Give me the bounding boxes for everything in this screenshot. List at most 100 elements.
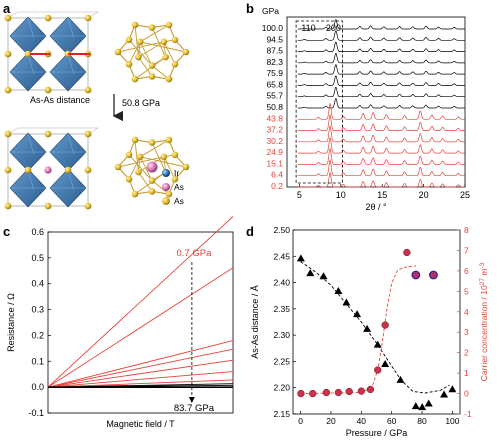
resistance-line-4 (47, 359, 234, 388)
pressure-label: 24.9 (266, 147, 283, 157)
crystal-structures (4, 11, 190, 210)
distance-point (342, 298, 351, 306)
panel-c-label: c (3, 224, 10, 239)
xrd-chart: 5 10 15 20 25 2θ / ° 100.094.5 87.582.375.965.8… (262, 16, 470, 212)
legend-as-pink-dot (162, 183, 170, 191)
carrier-point-purple (411, 270, 421, 280)
y-tick-label: 0.3 (31, 305, 44, 315)
as-atom (84, 202, 92, 210)
as-atom (136, 38, 144, 46)
y-left-tick-label: 2.45 (273, 251, 290, 261)
as-atom (24, 50, 32, 58)
carrier-point (345, 387, 353, 396)
as-atom (171, 36, 179, 44)
as-atom (84, 166, 92, 174)
x-axis-label: Pressure / GPa (346, 428, 408, 438)
y-right-axis-label: Carrier concentration / 1027 m-3 (479, 262, 489, 381)
cluster-bond (139, 139, 170, 158)
as-atom (160, 153, 168, 161)
cluster-bond (140, 41, 187, 53)
cluster-bond (151, 65, 170, 80)
y-right-tick-label: 1 (464, 368, 469, 378)
as-atom (114, 48, 122, 56)
as-atom (44, 130, 52, 138)
cluster-bond (138, 41, 165, 58)
y-left-tick-label: 2.25 (273, 356, 290, 366)
cluster-bond (117, 156, 164, 168)
y-left-tick-label: 2.30 (273, 330, 290, 340)
as-atom (171, 175, 179, 183)
as-atom (148, 73, 156, 80)
resistance-line-6 (47, 379, 234, 388)
distance-point (373, 340, 382, 348)
y-right-tick-label: 0 (464, 389, 469, 399)
x-tick-label: 0 (298, 416, 303, 426)
y-tick-label: 0.6 (31, 227, 44, 237)
resistance-line-2 (47, 340, 234, 388)
distance-point (424, 399, 433, 407)
y-tick-label: 0.0 (31, 382, 44, 392)
resistance-chart: -0.1 0.0 0.1 0.2 0.3 0.4 0.5 0.6 Resistance / Ω M… (6, 216, 234, 429)
cluster-bond (138, 56, 153, 77)
cluster-bond (139, 156, 153, 181)
as-atom (131, 21, 139, 29)
as-atom (171, 151, 179, 159)
panel-d-label: d (246, 224, 254, 239)
xrd-pattern-82.3 (297, 52, 465, 64)
pressure-label: 55.7 (266, 91, 283, 101)
as-atom (165, 75, 173, 83)
y-left-tick-label: 2.15 (273, 409, 290, 419)
pressure-label: 6.4 (271, 170, 283, 180)
carrier-point-purple (429, 270, 438, 280)
as-atom (84, 86, 92, 94)
as-atom (125, 60, 133, 68)
resistance-line-0 (47, 216, 234, 388)
as-atom (44, 86, 52, 94)
as-atom (64, 166, 72, 174)
carrier-point (334, 388, 343, 397)
y-axis-label: Resistance / Ω (6, 293, 16, 352)
distance-point (334, 286, 343, 294)
xrd-pattern-15.1 (297, 147, 465, 165)
as-atom (136, 153, 144, 161)
panel-c: c -0.1 0.0 0.1 0.2 0.3 0.4 0.5 0.6 Resistance / … (3, 216, 234, 429)
distance-point (418, 403, 427, 411)
distance-point (306, 269, 315, 277)
cluster-bond (128, 39, 153, 66)
panel-b-label: b (246, 1, 254, 16)
as-atom (131, 136, 139, 144)
xrd-pattern-50.8 (297, 97, 465, 109)
distance-point (411, 402, 420, 410)
pressure-label: 0.2 (271, 181, 283, 191)
x-tick-label: 100 (445, 416, 459, 426)
carrier-point (357, 387, 365, 395)
legend-as-yellow-dot (162, 197, 170, 205)
as-atom (4, 86, 12, 94)
cluster-bond (138, 171, 153, 192)
ir-octahedron-edge2 (27, 132, 34, 154)
y-right-tick-label: 2 (464, 348, 469, 358)
y-right-tick-label: -1 (464, 409, 472, 419)
y-right-tick-label: 5 (464, 286, 469, 296)
legend-as-pink-label: As (174, 182, 184, 192)
annotation-low-pressure: 0.7 GPa (177, 248, 213, 259)
resistance-line-1 (47, 267, 234, 388)
pressure-label: 94.5 (266, 34, 283, 44)
y-right-tick-label: 7 (464, 245, 469, 255)
ir-octahedron-edge2 (67, 132, 74, 154)
carrier-point (297, 389, 305, 398)
cluster-bond (151, 180, 170, 195)
as-atom (4, 166, 12, 174)
as-atom (131, 190, 139, 198)
y-tick-label: 0.4 (31, 279, 44, 289)
carrier-fit-curve (300, 265, 417, 395)
xrd-pattern-55.7 (297, 86, 465, 98)
as-atom (4, 202, 12, 210)
resistance-line-3 (47, 348, 234, 388)
as-atom (148, 177, 156, 184)
cluster-bond (128, 154, 153, 181)
as-pink-atom (44, 166, 52, 174)
xrd-pattern-94.5 (297, 30, 465, 41)
pressure-label: 82.3 (266, 57, 283, 67)
as-atom (148, 139, 156, 146)
